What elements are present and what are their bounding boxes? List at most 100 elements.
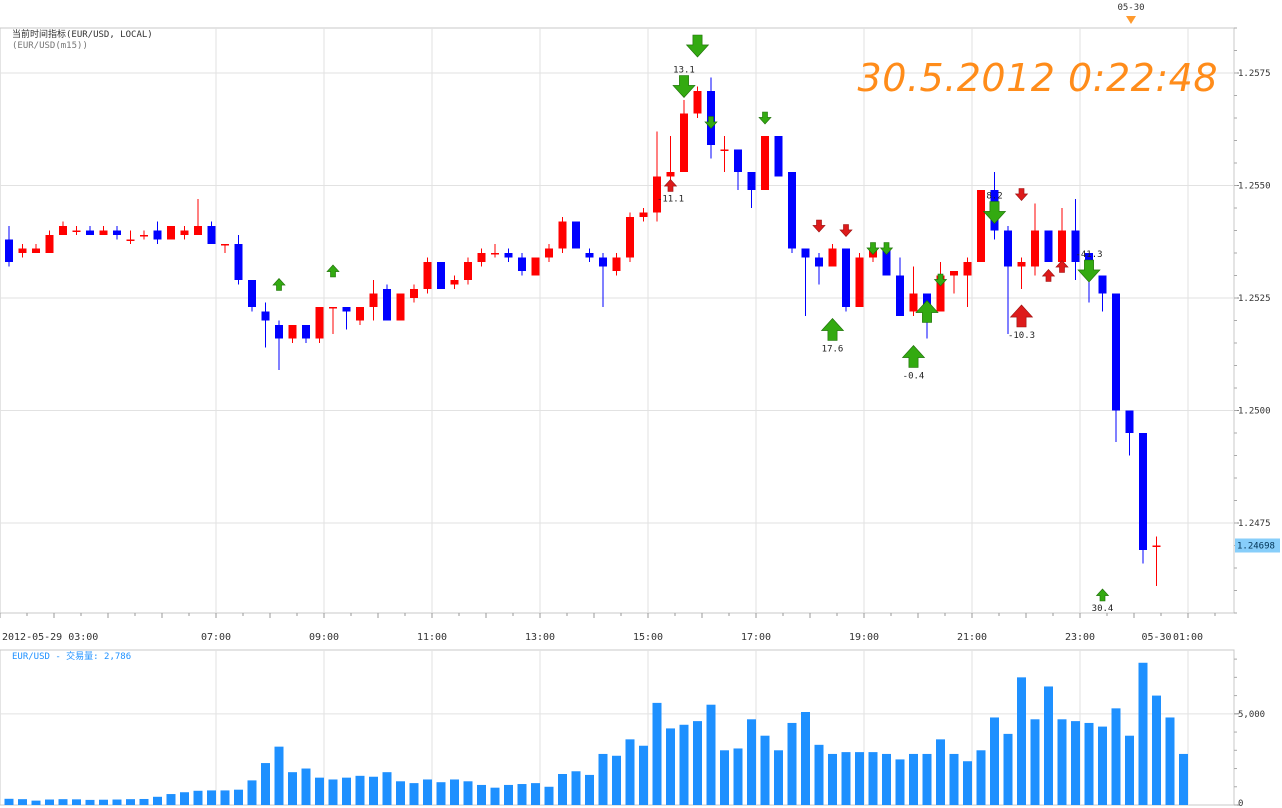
- candle-body: [113, 230, 121, 235]
- candle-body: [32, 248, 40, 253]
- volume-bar: [1125, 735, 1134, 805]
- time-tick-label: 01:00: [1173, 632, 1203, 643]
- signal-label: 13.1: [673, 66, 695, 76]
- volume-bar: [814, 744, 824, 805]
- time-tick-label: 05-30: [1141, 632, 1171, 643]
- signal-label: -41.3: [1075, 250, 1102, 260]
- price-tick-label: 1.2525: [1238, 294, 1271, 304]
- volume-bar: [409, 783, 419, 805]
- volume-bar: [166, 794, 176, 805]
- arrow-down-icon: [879, 242, 894, 255]
- current-price-box: [1235, 538, 1280, 553]
- volume-bar: [58, 799, 68, 805]
- price-axis: 1.2475 1.2500 1.2525 1.2550 1.2575 1.24698: [1234, 27, 1280, 614]
- top-marker-triangle-icon: [1126, 16, 1136, 24]
- candle-body: [410, 289, 418, 298]
- current-price-tag: 1.24698: [1235, 538, 1280, 553]
- arrow-up-icon: [901, 345, 926, 368]
- candle-body: [693, 91, 702, 114]
- price-tick-label: 1.2500: [1238, 407, 1271, 417]
- candle-body: [761, 136, 769, 190]
- candle-body: [383, 289, 391, 321]
- time-tick-label: 07:00: [201, 632, 231, 643]
- volume-bar: [1003, 733, 1013, 805]
- volume-bar: [882, 753, 891, 805]
- arrow-down-icon: [758, 111, 772, 125]
- volume-bar: [1152, 695, 1161, 805]
- volume-bar: [639, 745, 648, 805]
- candle-body: [140, 235, 148, 237]
- arrow-down-icon: [704, 116, 718, 129]
- candle-body: [977, 190, 985, 262]
- candle-body: [72, 230, 81, 232]
- arrow-up-icon: [915, 300, 939, 323]
- candle-body: [612, 257, 621, 271]
- candle-body: [909, 293, 918, 312]
- volume-bar: [666, 728, 675, 805]
- candle-body: [639, 212, 648, 217]
- indicator-line: 当前时间指标(EUR/USD, LOCAL): [12, 30, 153, 40]
- candle-body: [369, 293, 378, 307]
- volume-bar: [652, 702, 662, 805]
- candle-body: [329, 307, 337, 309]
- volume-bar: [855, 752, 864, 805]
- volume-bar: [531, 783, 540, 805]
- volume-bar: [868, 752, 878, 805]
- signal-label: -11.1: [657, 195, 684, 205]
- volume-bar: [220, 790, 230, 805]
- volume-panel: 5,000 0: [0, 649, 1265, 808]
- volume-bar: [544, 786, 554, 805]
- volume-tick-label: 0: [1238, 799, 1243, 808]
- candle-body: [194, 226, 202, 235]
- candle-body: [1139, 433, 1147, 550]
- volume-bar: [747, 719, 756, 805]
- volume-bar: [733, 748, 743, 805]
- arrow-down-icon: [982, 201, 1007, 224]
- arrow-down-icon: [672, 75, 696, 98]
- volume-bar: [585, 774, 594, 805]
- candle-body: [680, 113, 688, 172]
- candle-body: [275, 325, 283, 339]
- candle-body: [504, 253, 513, 258]
- volume-bar: [909, 753, 918, 805]
- candle-body: [302, 325, 310, 339]
- arrow-up-icon: [1055, 260, 1069, 273]
- price-panel-frame: [0, 27, 1235, 614]
- price-tick-label: 1.2550: [1238, 182, 1271, 192]
- volume-bar: [99, 799, 108, 805]
- arrow-up-icon: [820, 318, 845, 341]
- candle-body: [437, 262, 445, 289]
- signal-label: -10.3: [1008, 331, 1035, 341]
- candle-body: [936, 275, 945, 312]
- candle-body: [558, 221, 567, 249]
- volume-bar: [274, 746, 284, 805]
- arrow-down-icon: [1077, 259, 1101, 283]
- volume-bar: [207, 790, 216, 805]
- price-grid: [0, 28, 1234, 613]
- volume-bar: [247, 780, 257, 805]
- volume-bar: [949, 753, 959, 805]
- volume-bar: [1057, 719, 1067, 805]
- candle-body: [531, 257, 540, 276]
- volume-bar: [72, 799, 81, 805]
- volume-bar: [342, 777, 351, 805]
- volume-bar: [288, 772, 297, 805]
- candle-body: [234, 244, 243, 280]
- volume-tick-label: 5,000: [1238, 710, 1265, 720]
- candle-body: [626, 217, 634, 258]
- candle-body: [1017, 262, 1026, 267]
- volume-bar: [1098, 726, 1107, 805]
- volume-bar: [1017, 677, 1026, 805]
- candle-body: [450, 280, 459, 285]
- arrow-up-icon: [1095, 588, 1110, 602]
- time-tick-label: 23:00: [1065, 632, 1095, 643]
- volume-bar: [976, 750, 986, 805]
- clock-display: 30.5.2012 0:22:48: [857, 56, 1218, 100]
- candle-body: [788, 172, 796, 249]
- volume-bar: [18, 799, 27, 805]
- volume-bar: [841, 752, 851, 805]
- volume-bar: [4, 798, 14, 805]
- signal-label: -0.4: [903, 372, 925, 382]
- top-marker-label: 05-30: [1117, 3, 1144, 13]
